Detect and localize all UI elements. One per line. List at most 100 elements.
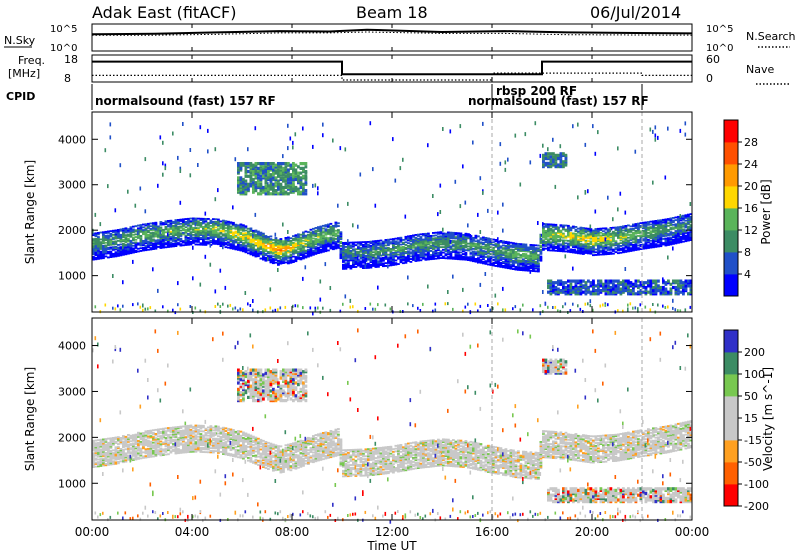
- scatter-cell: [122, 232, 125, 234]
- scatter-cell: [662, 242, 665, 244]
- scatter-cell: [479, 248, 483, 251]
- scatter-cell: [382, 257, 385, 259]
- scatter-cell: [609, 239, 613, 242]
- scatter-cell: [687, 227, 690, 230]
- scatter-cell: [479, 246, 483, 249]
- scatter-cell: [369, 263, 373, 266]
- scatter-cell: [182, 221, 185, 223]
- scatter-cell: [524, 243, 528, 246]
- patch-cell: [269, 179, 273, 183]
- scatter-cell: [94, 237, 98, 240]
- patch-cell: [264, 192, 268, 196]
- scatter-cell: [399, 255, 403, 258]
- scatter-cell: [499, 253, 503, 256]
- scatter-cell: [377, 246, 380, 249]
- scatter-cell: [679, 233, 683, 235]
- scatter-cell: [92, 247, 95, 250]
- scatter-cell: [227, 223, 230, 226]
- scatter-cell: [639, 225, 643, 227]
- clutter-cell: [132, 303, 134, 307]
- scatter-cell: [454, 245, 458, 248]
- scatter-cell: [377, 256, 380, 259]
- scatter-cell: [374, 240, 378, 242]
- noise-cell: [654, 125, 657, 130]
- scatter-cell: [97, 249, 100, 252]
- scatter-cell: [362, 257, 365, 260]
- noise-cell: [302, 276, 304, 281]
- scatter-cell: [382, 254, 385, 257]
- scatter-cell: [462, 236, 465, 239]
- scatter-cell: [217, 224, 220, 226]
- scatter-cell: [672, 238, 675, 241]
- scatter-cell: [629, 230, 633, 233]
- scatter-cell: [667, 219, 670, 222]
- scatter-cell: [657, 227, 660, 230]
- noise-cell: [609, 243, 612, 248]
- scatter-cell: [417, 241, 420, 244]
- noise-cell: [624, 210, 627, 215]
- scatter-cell: [117, 233, 120, 235]
- scatter-cell: [252, 250, 255, 253]
- scatter-cell: [454, 241, 458, 244]
- scatter-cell: [512, 253, 515, 255]
- scatter-cell: [104, 255, 108, 258]
- scatter-cell: [584, 239, 588, 242]
- scatter-cell: [547, 246, 550, 249]
- scatter-cell: [569, 232, 573, 234]
- scatter-cell: [449, 231, 453, 234]
- noise-cell: [287, 123, 289, 128]
- scatter-cell: [317, 233, 320, 235]
- scatter-cell: [492, 261, 495, 264]
- scatter-cell: [214, 234, 218, 237]
- clutter-cell: [364, 307, 367, 310]
- patch-cell: [552, 155, 555, 159]
- scatter-cell: [267, 247, 270, 249]
- scatter-cell: [534, 270, 538, 273]
- scatter-cell: [434, 250, 438, 253]
- scatter-cell: [622, 236, 625, 239]
- scatter-cell: [339, 234, 343, 236]
- scatter-cell: [519, 256, 523, 259]
- patch-cell: [284, 168, 288, 172]
- scatter-cell: [172, 237, 175, 240]
- scatter-cell: [599, 229, 603, 231]
- scatter-cell: [212, 237, 215, 240]
- scatter-cell: [567, 239, 570, 242]
- scatter-cell: [317, 241, 320, 244]
- scatter-cell: [197, 232, 200, 235]
- scatter-cell: [397, 256, 400, 259]
- scatter-cell: [604, 250, 608, 253]
- scatter-cell: [432, 232, 435, 234]
- scatter-cell: [232, 241, 235, 243]
- scatter-cell: [114, 247, 118, 250]
- scatter-cell: [317, 250, 320, 253]
- scatter-cell: [604, 235, 608, 238]
- scatter-cell: [172, 230, 175, 233]
- scatter-cell: [172, 233, 175, 235]
- scatter-cell: [97, 232, 100, 234]
- scatter-cell: [414, 238, 418, 240]
- scatter-cell: [607, 243, 610, 246]
- patch-cell: [277, 187, 280, 191]
- patch-cell: [562, 281, 565, 285]
- scatter-cell: [207, 218, 210, 220]
- patch-cell: [254, 185, 258, 190]
- scatter-cell: [279, 253, 283, 255]
- scatter-cell: [219, 238, 223, 241]
- scatter-cell: [544, 236, 548, 239]
- patch-cell: [634, 282, 638, 286]
- scatter-cell: [99, 248, 103, 250]
- scatter-cell: [382, 253, 385, 255]
- scatter-cell: [302, 239, 305, 242]
- scatter-cell: [689, 221, 693, 224]
- scatter-cell: [117, 237, 120, 240]
- noise-cell: [379, 251, 382, 256]
- patch-cell: [282, 176, 285, 180]
- noise-cell: [684, 121, 687, 126]
- scatter-cell: [409, 240, 413, 243]
- scatter-cell: [307, 248, 310, 251]
- scatter-cell: [459, 257, 463, 259]
- scatter-cell: [639, 235, 643, 238]
- scatter-cell: [567, 244, 570, 246]
- scatter-cell: [139, 224, 143, 226]
